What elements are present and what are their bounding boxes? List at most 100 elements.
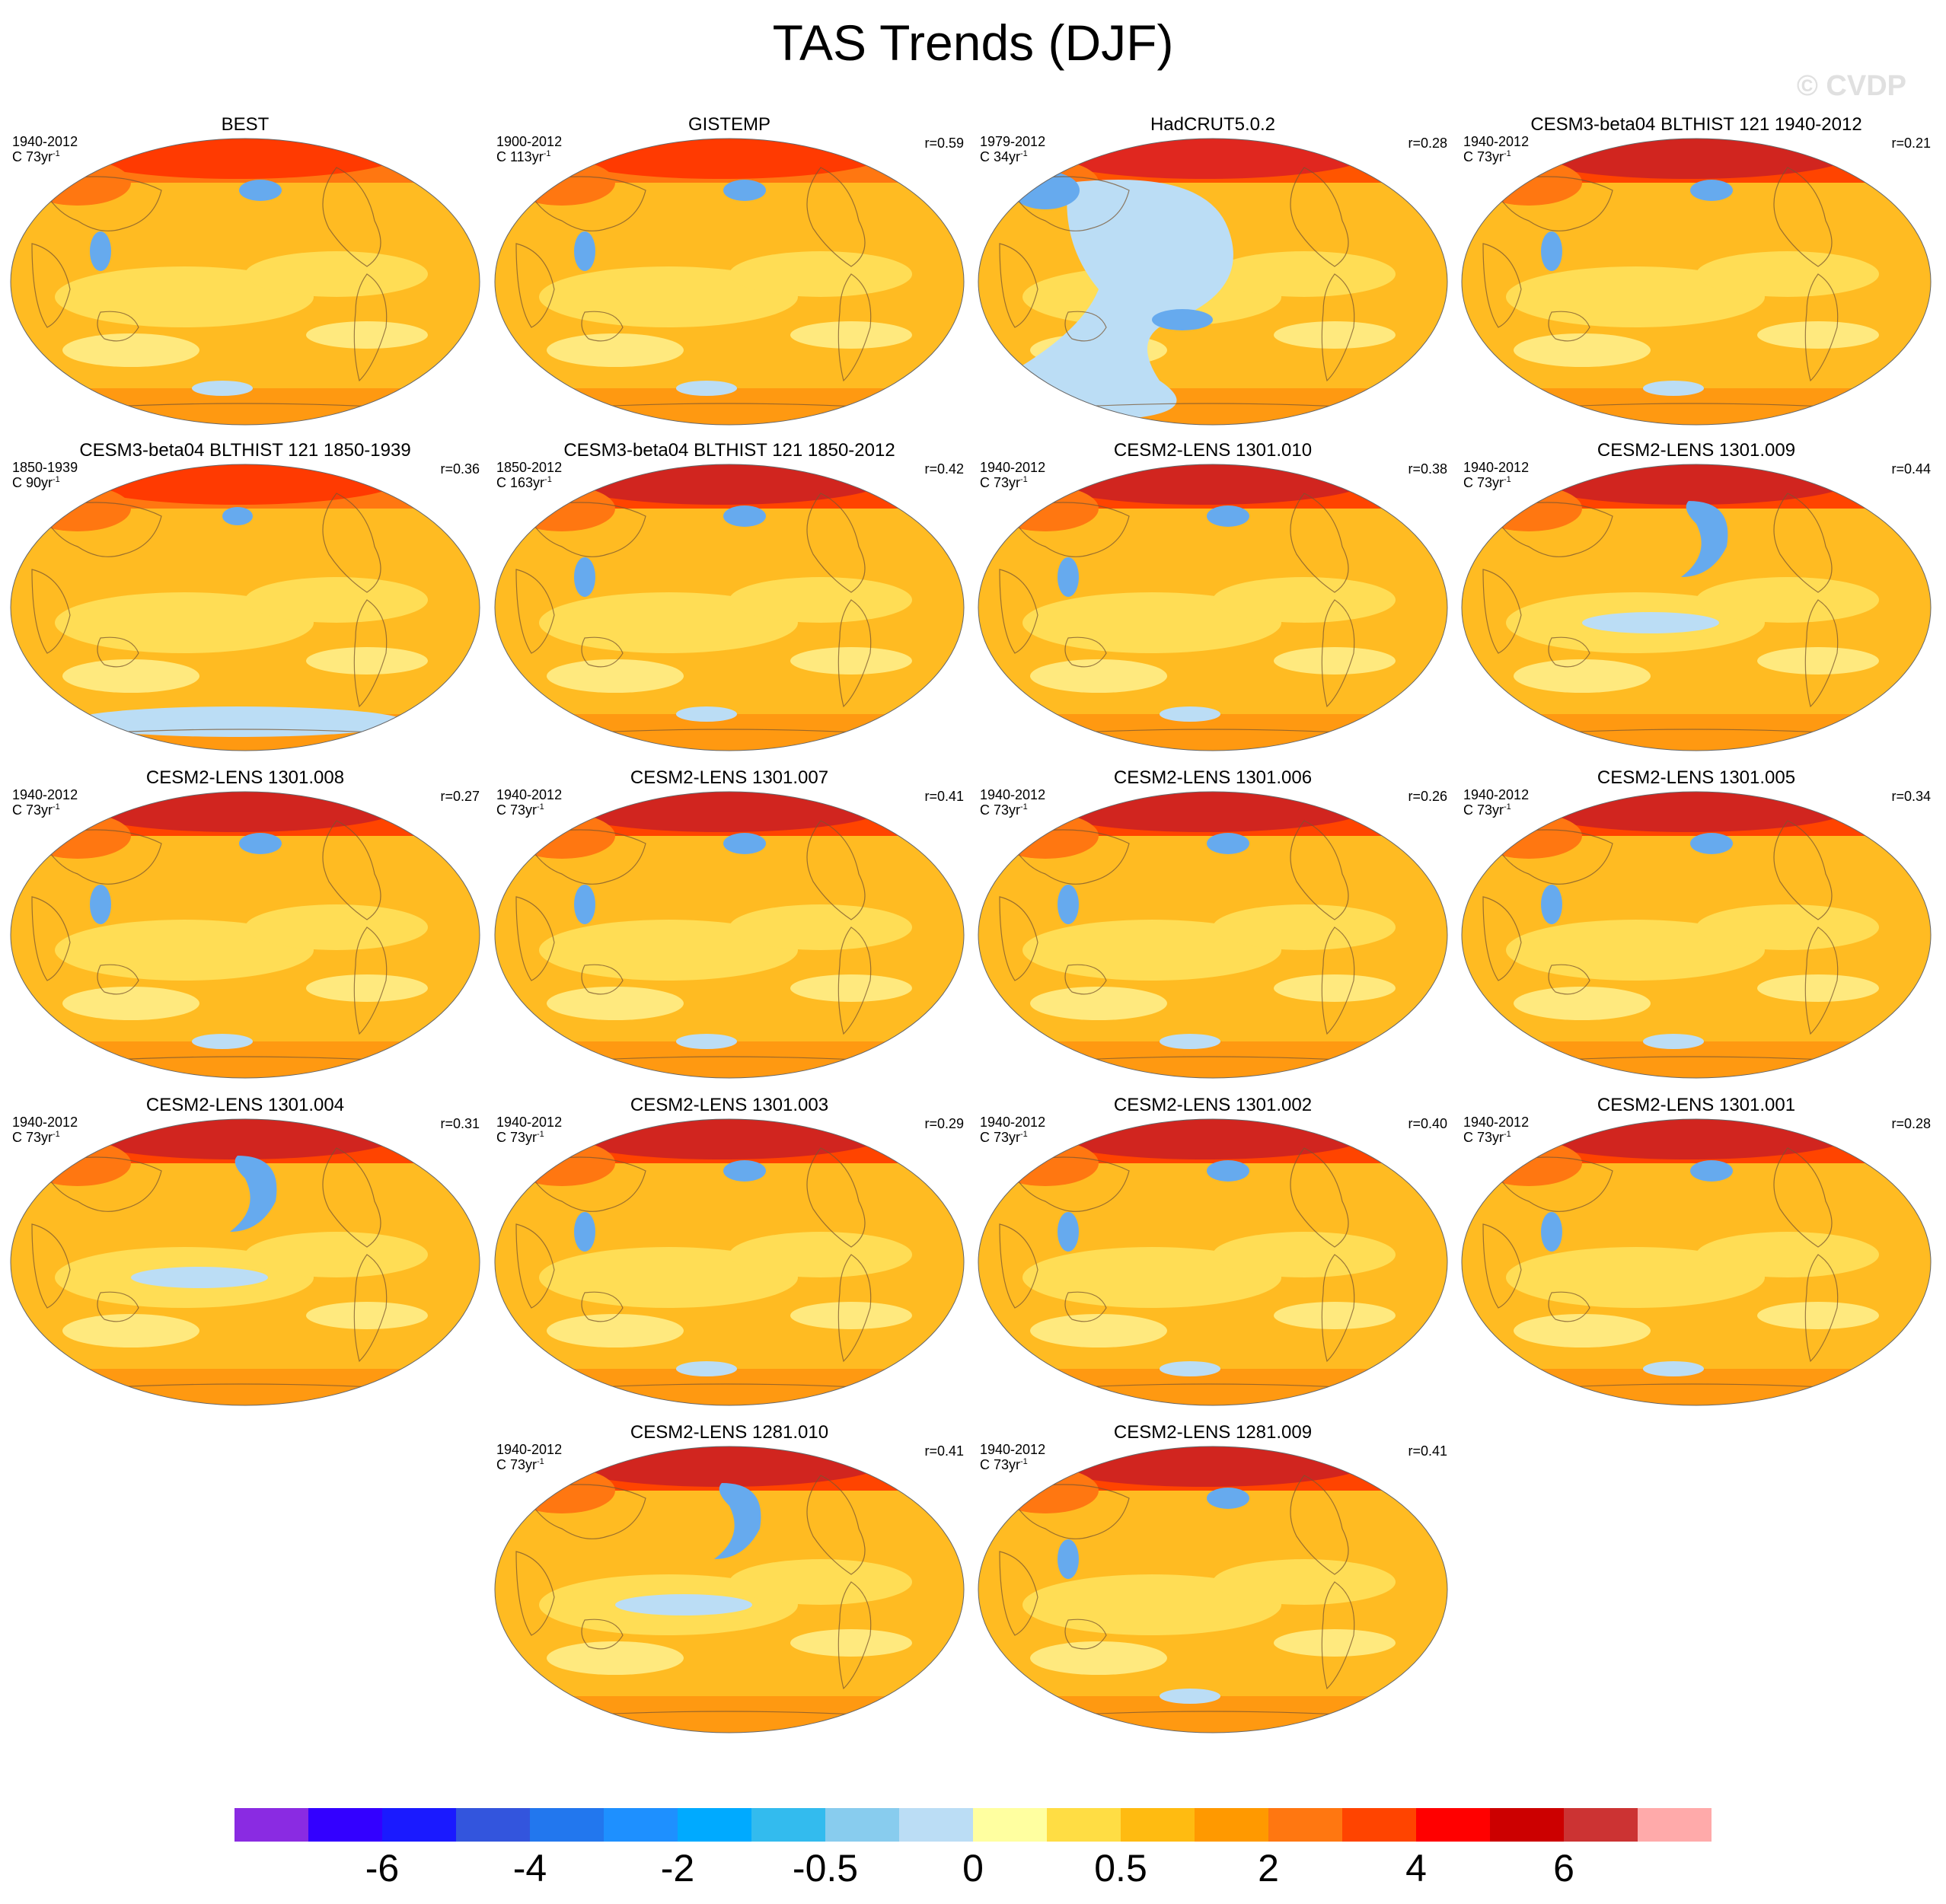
- map-panel: CESM2-LENS 1301.001 1940-2012 C 73yr-1 r=0.…: [1460, 1095, 1932, 1407]
- panel-years: 1900-2012: [496, 134, 563, 149]
- panel-years: 1940-2012: [12, 134, 78, 149]
- panel-title: HadCRUT5.0.2: [1150, 114, 1276, 135]
- colorbar-label: 4: [1405, 1847, 1427, 1890]
- colorbar-swatch: [604, 1808, 678, 1842]
- panel-units: C 73yr-1: [980, 1130, 1028, 1145]
- panel-title: CESM2-LENS 1301.003: [630, 1095, 829, 1115]
- map-panel: CESM2-LENS 1301.004 1940-2012 C 73yr-1 r=0.…: [9, 1095, 481, 1407]
- panel-correlation: r=0.34: [1891, 789, 1931, 804]
- panel-years: 1850-1939: [12, 460, 78, 475]
- panel-units: C 73yr-1: [12, 802, 60, 818]
- panel-years: 1940-2012: [496, 1115, 563, 1130]
- colorbar-label: 6: [1553, 1847, 1574, 1890]
- panel-title: BEST: [221, 114, 270, 135]
- panel-years: 1940-2012: [980, 460, 1046, 475]
- panel-years: 1940-2012: [1463, 787, 1530, 802]
- colorbar-swatch: [1121, 1808, 1195, 1842]
- map-panel: CESM2-LENS 1301.010 1940-2012 C 73yr-1 r=0.…: [977, 440, 1449, 752]
- colorbar-swatch: [899, 1808, 974, 1842]
- map-panel: CESM2-LENS 1301.006 1940-2012 C 73yr-1 r=0.…: [977, 767, 1449, 1080]
- map-panel: CESM2-LENS 1301.003 1940-2012 C 73yr-1 r=0.…: [493, 1095, 965, 1407]
- panel-units: C 163yr-1: [496, 475, 552, 490]
- trend-map: [10, 791, 480, 1079]
- map-panel: HadCRUT5.0.2 1979-2012 C 34yr-1 r=0.28: [977, 114, 1449, 426]
- trend-map: [1461, 464, 1932, 751]
- colorbar-swatch: [1416, 1808, 1491, 1842]
- map-panel: GISTEMP 1900-2012 C 113yr-1 r=0.59: [493, 114, 965, 426]
- panel-units: C 73yr-1: [1463, 802, 1511, 818]
- panel-correlation: r=0.44: [1891, 461, 1931, 477]
- panel-years: 1940-2012: [12, 787, 78, 802]
- colorbar-swatch: [382, 1808, 457, 1842]
- panel-correlation: r=0.38: [1408, 461, 1447, 477]
- panel-title: CESM2-LENS 1281.009: [1113, 1422, 1313, 1443]
- colorbar-swatch: [1047, 1808, 1121, 1842]
- panel-years: 1940-2012: [1463, 134, 1530, 149]
- map-panel: CESM2-LENS 1301.007 1940-2012 C 73yr-1 r=0.…: [493, 767, 965, 1080]
- panel-units: C 73yr-1: [1463, 1130, 1511, 1145]
- panel-correlation: r=0.21: [1891, 136, 1931, 151]
- panel-units: C 90yr-1: [12, 475, 60, 490]
- panel-units: C 73yr-1: [496, 1130, 544, 1145]
- trend-map: [494, 1118, 965, 1406]
- panel-units: C 73yr-1: [496, 1457, 544, 1472]
- trend-map: [494, 138, 965, 426]
- panel-correlation: r=0.27: [440, 789, 480, 804]
- panel-correlation: r=0.29: [924, 1116, 964, 1131]
- panel-title: CESM2-LENS 1301.009: [1597, 440, 1796, 461]
- panel-title: CESM3-beta04 BLTHIST 121 1940-2012: [1530, 114, 1862, 135]
- panel-correlation: r=0.41: [1408, 1443, 1447, 1459]
- panel-title: CESM3-beta04 BLTHIST 121 1850-2012: [563, 440, 895, 461]
- colorbar-swatch: [1490, 1808, 1565, 1842]
- panel-correlation: r=0.42: [924, 461, 964, 477]
- trend-map: [494, 464, 965, 751]
- panel-title: CESM2-LENS 1281.010: [630, 1422, 829, 1443]
- trend-map: [978, 464, 1448, 751]
- panel-years: 1850-2012: [496, 460, 563, 475]
- panel-years: 1940-2012: [12, 1115, 78, 1130]
- trend-map: [10, 464, 480, 751]
- panel-correlation: r=0.36: [440, 461, 480, 477]
- colorbar-swatch: [1638, 1808, 1712, 1842]
- colorbar-label: 0.5: [1094, 1847, 1147, 1890]
- trend-map: [10, 1118, 480, 1406]
- colorbar-swatch: [678, 1808, 752, 1842]
- colorbar-swatch: [973, 1808, 1048, 1842]
- panel-correlation: r=0.40: [1408, 1116, 1447, 1131]
- colorbar-labels: -6 -4 -2 -0.5 0 0.5 2 4 6: [0, 1846, 1946, 1892]
- panel-correlation: r=0.31: [440, 1116, 480, 1131]
- trend-map: [494, 1446, 965, 1733]
- colorbar-swatch: [1564, 1808, 1638, 1842]
- colorbar-swatch: [751, 1808, 826, 1842]
- panel-years: 1940-2012: [496, 1442, 563, 1457]
- colorbar-swatch: [1268, 1808, 1343, 1842]
- map-panel: CESM3-beta04 BLTHIST 121 1850-1939 1850-1…: [9, 440, 481, 752]
- colorbar-label: 0: [962, 1847, 984, 1890]
- trend-map: [1461, 791, 1932, 1079]
- panel-correlation: r=0.41: [924, 1443, 964, 1459]
- panel-correlation: r=0.26: [1408, 789, 1447, 804]
- map-panel: CESM2-LENS 1281.010 1940-2012 C 73yr-1 r=0.…: [493, 1422, 965, 1734]
- panel-years: 1940-2012: [980, 787, 1046, 802]
- colorbar-label: 2: [1258, 1847, 1279, 1890]
- trend-map: [1461, 138, 1932, 426]
- panel-title: CESM2-LENS 1301.002: [1113, 1095, 1313, 1115]
- panel-correlation: r=0.28: [1891, 1116, 1931, 1131]
- map-panel: CESM2-LENS 1301.002 1940-2012 C 73yr-1 r=0.…: [977, 1095, 1449, 1407]
- colorbar-swatch: [308, 1808, 383, 1842]
- panel-units: C 34yr-1: [980, 149, 1028, 164]
- panel-units: C 73yr-1: [1463, 149, 1511, 164]
- trend-map: [978, 791, 1448, 1079]
- colorbar-swatch: [1195, 1808, 1269, 1842]
- panel-title: CESM2-LENS 1301.010: [1113, 440, 1313, 461]
- panel-years: 1940-2012: [1463, 460, 1530, 475]
- panel-title: GISTEMP: [687, 114, 770, 135]
- panel-years: 1940-2012: [1463, 1115, 1530, 1130]
- map-panel: CESM2-LENS 1281.009 1940-2012 C 73yr-1 r=0.…: [977, 1422, 1449, 1734]
- map-panel: CESM3-beta04 BLTHIST 121 1940-2012 1940-2…: [1460, 114, 1932, 426]
- watermark: © CVDP: [1796, 70, 1906, 102]
- map-panel: CESM2-LENS 1301.009 1940-2012 C 73yr-1 r=0.…: [1460, 440, 1932, 752]
- trend-map: [494, 791, 965, 1079]
- colorbar-swatch: [456, 1808, 531, 1842]
- colorbar-label: -2: [660, 1847, 695, 1890]
